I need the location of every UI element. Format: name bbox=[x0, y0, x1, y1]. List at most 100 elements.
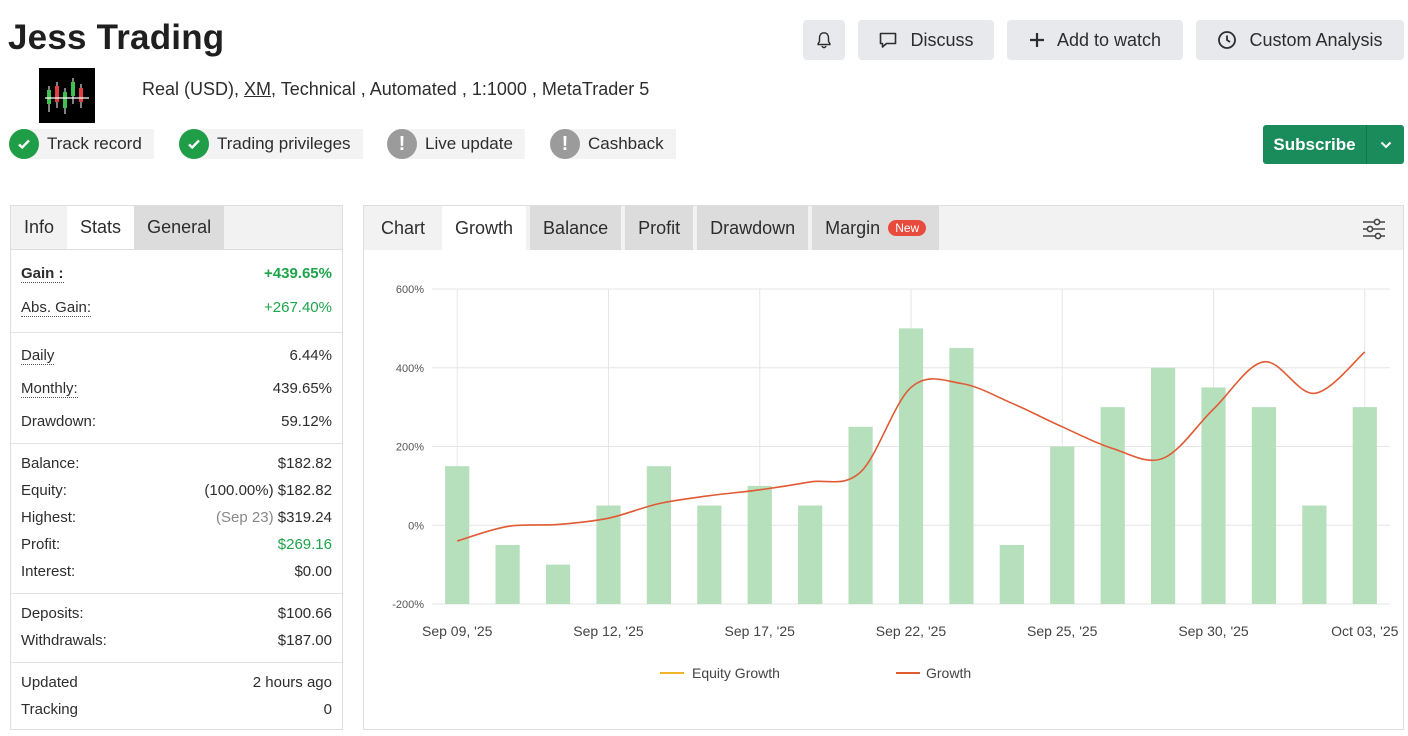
stat-monthly: Monthly: 439.65% bbox=[21, 380, 332, 398]
tab-profit[interactable]: Profit bbox=[625, 206, 694, 250]
stat-value: +439.65% bbox=[264, 265, 332, 282]
stat-value: 0 bbox=[323, 701, 332, 718]
tab-stats[interactable]: Stats bbox=[67, 206, 135, 249]
stat-label: Drawdown: bbox=[21, 413, 97, 430]
stat-updated: Updated 2 hours ago bbox=[21, 674, 332, 691]
account-type: Real (USD), bbox=[142, 79, 240, 99]
stat-highest: Highest: (Sep 23) $319.24 bbox=[21, 509, 332, 526]
chart-bar bbox=[646, 466, 671, 604]
x-tick-label: Sep 30, '25 bbox=[1178, 623, 1249, 639]
stats-panel: Info Stats General Gain : +439.65% Abs. … bbox=[10, 205, 343, 730]
tab-general[interactable]: General bbox=[134, 206, 225, 249]
notify-button[interactable] bbox=[803, 20, 845, 60]
tab-chart[interactable]: Chart bbox=[381, 217, 426, 238]
stat-withdrawals: Withdrawals: $187.00 bbox=[21, 632, 332, 649]
x-tick-label: Sep 12, '25 bbox=[573, 623, 644, 639]
divider bbox=[11, 593, 342, 594]
add-to-watch-button[interactable]: Add to watch bbox=[1007, 20, 1183, 60]
badge-label: Track record bbox=[47, 134, 142, 153]
stat-value: 439.65% bbox=[272, 380, 332, 397]
stat-label: Equity: bbox=[21, 482, 67, 499]
stat-label[interactable]: Abs. Gain: bbox=[21, 299, 92, 317]
stat-gain: Gain : +439.65% bbox=[21, 265, 332, 283]
stat-label[interactable]: Daily bbox=[21, 347, 55, 365]
plus-icon bbox=[1029, 33, 1044, 47]
stat-value: 6.44% bbox=[289, 347, 332, 364]
badge-label: Trading privileges bbox=[217, 134, 351, 153]
account-details: Real (USD), XM, Technical , Automated , … bbox=[142, 79, 649, 100]
stat-daily: Daily 6.44% bbox=[21, 347, 332, 365]
stat-profit: Profit: $269.16 bbox=[21, 536, 332, 553]
badge-live-update: ! Live update bbox=[387, 129, 525, 159]
tab-info[interactable]: Info bbox=[24, 217, 55, 237]
stat-label: Highest: bbox=[21, 509, 77, 526]
stat-value: 2 hours ago bbox=[252, 674, 332, 691]
stat-equity: Equity: (100.00%) $182.82 bbox=[21, 482, 332, 499]
chart-bar bbox=[1352, 407, 1377, 604]
x-tick-label: Sep 25, '25 bbox=[1027, 623, 1098, 639]
stat-value: $182.82 bbox=[277, 455, 332, 472]
stat-tracking: Tracking 0 bbox=[21, 701, 332, 718]
y-tick-label: 400% bbox=[396, 363, 424, 375]
y-tick-label: 200% bbox=[396, 442, 424, 454]
stat-value: $187.00 bbox=[277, 632, 332, 649]
chart-bar bbox=[798, 505, 823, 604]
custom-analysis-button[interactable]: Custom Analysis bbox=[1196, 20, 1404, 60]
x-tick-label: Sep 22, '25 bbox=[876, 623, 947, 639]
chart-tabs: Chart Growth Balance Profit Drawdown Mar… bbox=[364, 206, 1403, 250]
chart-bar bbox=[1050, 446, 1075, 604]
account-logo bbox=[39, 68, 95, 123]
subscribe-divider bbox=[1366, 125, 1367, 164]
chart-bar bbox=[1151, 367, 1176, 604]
chart-bar bbox=[445, 466, 470, 604]
chart-bar bbox=[999, 544, 1024, 604]
y-tick-label: 600% bbox=[396, 284, 424, 296]
exclamation-icon: ! bbox=[550, 129, 580, 159]
chart-bar bbox=[848, 426, 873, 604]
chat-icon bbox=[880, 32, 897, 48]
subscribe-label[interactable]: Subscribe bbox=[1273, 134, 1356, 154]
discuss-button[interactable]: Discuss bbox=[858, 20, 994, 60]
badge-track-record: Track record bbox=[9, 129, 154, 159]
discuss-label: Discuss bbox=[910, 29, 974, 50]
divider bbox=[11, 443, 342, 444]
chevron-down-icon[interactable] bbox=[1367, 138, 1404, 152]
badge-label: Live update bbox=[425, 134, 513, 153]
stat-label[interactable]: Gain : bbox=[21, 265, 64, 283]
stat-value: +267.40% bbox=[264, 299, 332, 316]
chart-bar bbox=[545, 564, 571, 604]
check-icon bbox=[9, 129, 39, 159]
stat-label: Interest: bbox=[21, 563, 76, 580]
chart-bar bbox=[1100, 407, 1125, 604]
new-badge: New bbox=[888, 220, 927, 236]
chart-panel: Chart Growth Balance Profit Drawdown Mar… bbox=[363, 205, 1404, 730]
stat-label[interactable]: Monthly: bbox=[21, 380, 78, 398]
stat-deposits: Deposits: $100.66 bbox=[21, 605, 332, 622]
badge-trading-privileges: Trading privileges bbox=[179, 129, 363, 159]
stat-label: Withdrawals: bbox=[21, 632, 107, 649]
stat-value: $0.00 bbox=[294, 563, 332, 580]
stats-tabs: Info Stats General bbox=[11, 206, 342, 250]
legend-growth-label: Growth bbox=[926, 665, 971, 681]
stat-value: $100.66 bbox=[277, 605, 332, 622]
x-tick-label: Sep 09, '25 bbox=[422, 623, 493, 639]
subscribe-button[interactable]: Subscribe bbox=[1263, 125, 1404, 164]
broker-link[interactable]: XM bbox=[244, 79, 272, 99]
account-specs: , Technical , Automated , 1:1000 , MetaT… bbox=[271, 79, 650, 99]
chart-bar bbox=[747, 485, 772, 604]
sliders-icon[interactable] bbox=[1361, 216, 1387, 247]
y-tick-label: -200% bbox=[392, 599, 424, 611]
stat-drawdown: Drawdown: 59.12% bbox=[21, 413, 332, 430]
legend-equity-label: Equity Growth bbox=[692, 665, 780, 681]
chart-bar bbox=[495, 544, 520, 604]
stat-value: $319.24 bbox=[277, 509, 332, 526]
tab-drawdown[interactable]: Drawdown bbox=[697, 206, 809, 250]
tab-growth[interactable]: Growth bbox=[442, 206, 527, 250]
stat-value: 59.12% bbox=[281, 413, 332, 430]
tab-margin[interactable]: Margin New bbox=[812, 206, 940, 250]
x-tick-label: Sep 17, '25 bbox=[725, 623, 796, 639]
page-title: Jess Trading bbox=[8, 18, 225, 57]
stat-label: Updated bbox=[21, 674, 78, 691]
tab-balance[interactable]: Balance bbox=[530, 206, 622, 250]
stat-label: Tracking bbox=[21, 701, 78, 718]
